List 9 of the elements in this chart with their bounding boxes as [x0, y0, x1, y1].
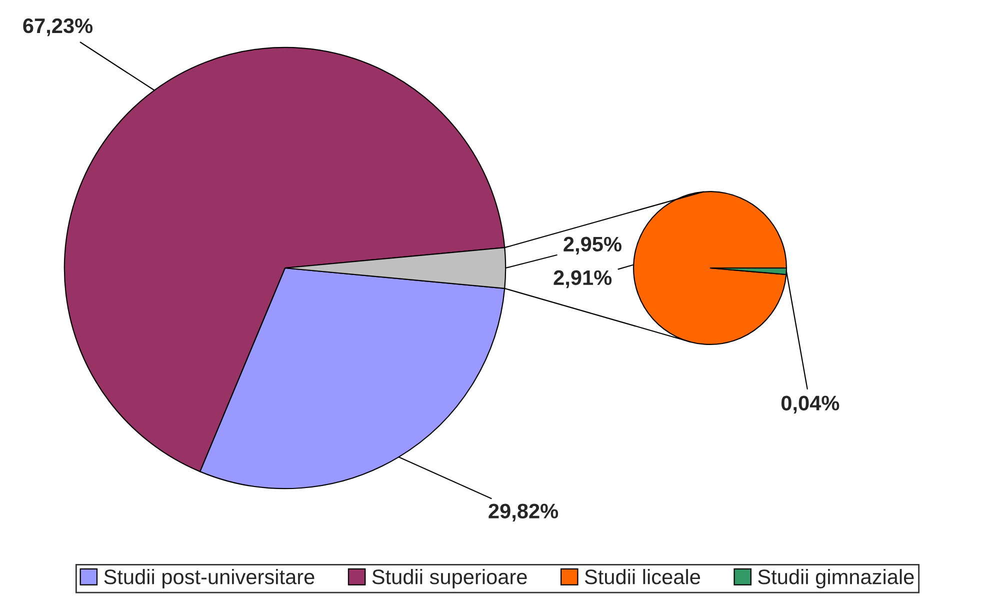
data-label: 0,04% — [781, 396, 840, 414]
data-label: 67,23% — [23, 18, 93, 36]
legend-label: Studii liceale — [584, 568, 700, 584]
legend-label: Studii post-universitare — [104, 568, 314, 588]
data-label: 2,91% — [554, 270, 612, 288]
legend-label: Studii gimnaziale — [758, 568, 914, 588]
legend-label: Studii superioare — [372, 568, 527, 588]
data-label: 2,95% — [564, 236, 622, 255]
data-label: 29,82% — [488, 504, 558, 522]
